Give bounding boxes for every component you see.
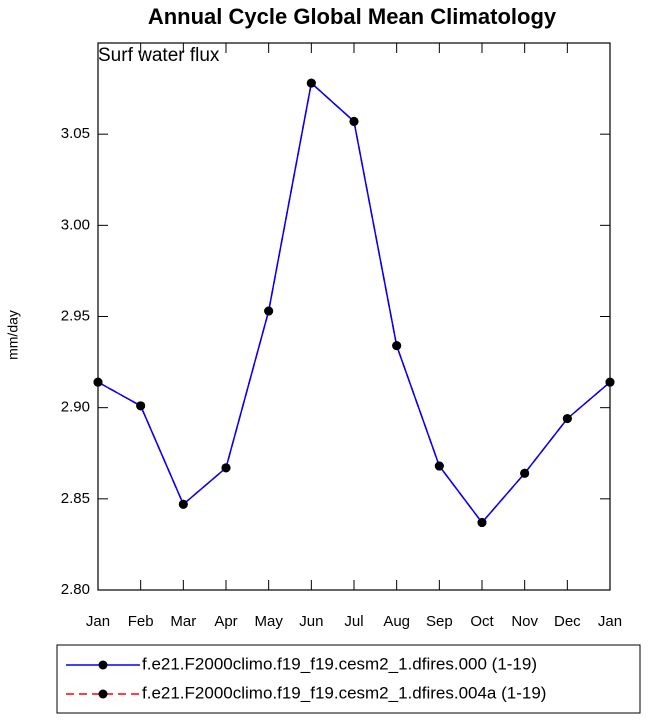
data-point [520,468,530,478]
data-point [562,414,572,424]
legend-box [56,644,641,714]
legend-marker [98,689,108,699]
legend-label: f.e21.F2000climo.f19_f19.cesm2_1.dfires.… [142,654,537,673]
chart-subtitle: Surf water flux [98,45,220,66]
legend-label: f.e21.F2000climo.f19_f19.cesm2_1.dfires.… [142,683,546,702]
series-line [97,81,611,524]
data-point [349,116,359,126]
series-line [97,81,611,524]
y-tick-label: 3.00 [61,216,90,233]
x-tick-label: Dec [554,613,581,630]
data-point [434,461,444,471]
data-point [264,306,274,316]
y-tick-label: 2.90 [61,399,90,416]
y-axis-label: mm/day [5,310,21,360]
x-tick-label: Mar [170,613,196,630]
x-tick-label: Sep [426,613,453,630]
x-tick-label: Jan [598,613,622,630]
x-tick-label: Aug [383,613,410,630]
x-tick-label: Jul [344,613,363,630]
y-tick-label: 2.85 [61,490,90,507]
data-point [178,499,188,509]
x-tick-label: Oct [470,613,494,630]
x-tick-label: Feb [128,613,154,630]
data-point [93,377,103,387]
legend-marker [98,660,108,670]
x-tick-label: May [254,613,283,630]
data-point [605,377,615,387]
y-tick-label: 2.95 [61,307,90,324]
x-tick-label: Nov [511,613,538,630]
data-point [136,401,146,411]
y-tick-label: 3.05 [61,125,90,142]
x-tick-label: Apr [214,613,237,630]
data-point [477,518,487,528]
data-point [392,341,402,351]
data-point [221,463,231,473]
chart-title: Annual Cycle Global Mean Climatology [148,4,557,29]
x-tick-label: Jan [86,613,110,630]
y-tick-label: 2.80 [61,581,90,598]
x-tick-label: Jun [299,613,323,630]
data-point [306,78,316,88]
